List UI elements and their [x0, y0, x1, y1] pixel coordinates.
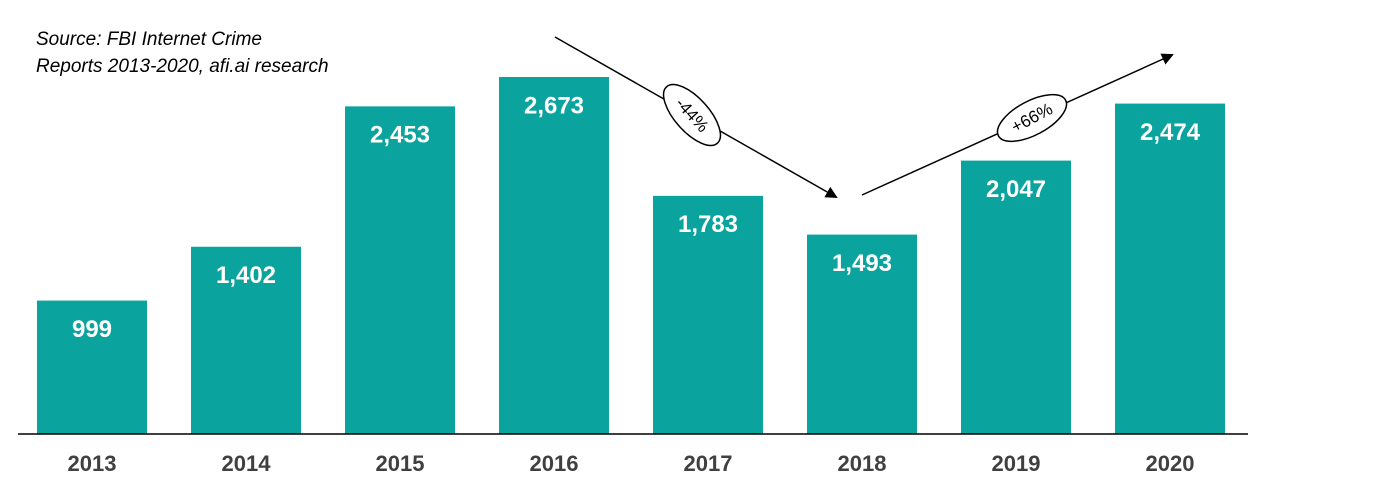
x-tick-label: 2017: [684, 451, 733, 476]
x-tick-label: 2014: [222, 451, 272, 476]
x-tick-label: 2019: [992, 451, 1041, 476]
value-label: 1,402: [216, 262, 276, 289]
x-tick-label: 2018: [838, 451, 887, 476]
bar: [191, 246, 301, 434]
bar: [1115, 103, 1225, 434]
annotation-bubble: [662, 83, 722, 147]
x-tick-label: 2015: [376, 451, 425, 476]
bar: [653, 195, 763, 434]
annotation-bubble: [996, 93, 1068, 143]
bar: [345, 106, 455, 434]
value-label: 2,453: [370, 122, 430, 149]
value-label: 1,783: [678, 211, 738, 238]
value-label: 1,493: [832, 250, 892, 277]
source-line: Reports 2013-2020, afi.ai research: [36, 56, 329, 77]
bar: [499, 77, 609, 434]
x-tick-label: 2013: [68, 451, 117, 476]
value-label: 2,474: [1140, 119, 1201, 146]
bar: [37, 300, 147, 434]
bar: [807, 234, 917, 434]
annotation: -44%: [662, 83, 722, 147]
source-line: Source: FBI Internet Crime: [36, 29, 262, 50]
value-label: 2,673: [524, 92, 584, 119]
value-label: 999: [72, 316, 112, 343]
x-tick-label: 2020: [1146, 451, 1195, 476]
bar: [961, 160, 1071, 434]
annotation: +66%: [996, 93, 1068, 143]
x-tick-label: 2016: [530, 451, 579, 476]
value-label: 2,047: [986, 176, 1046, 203]
